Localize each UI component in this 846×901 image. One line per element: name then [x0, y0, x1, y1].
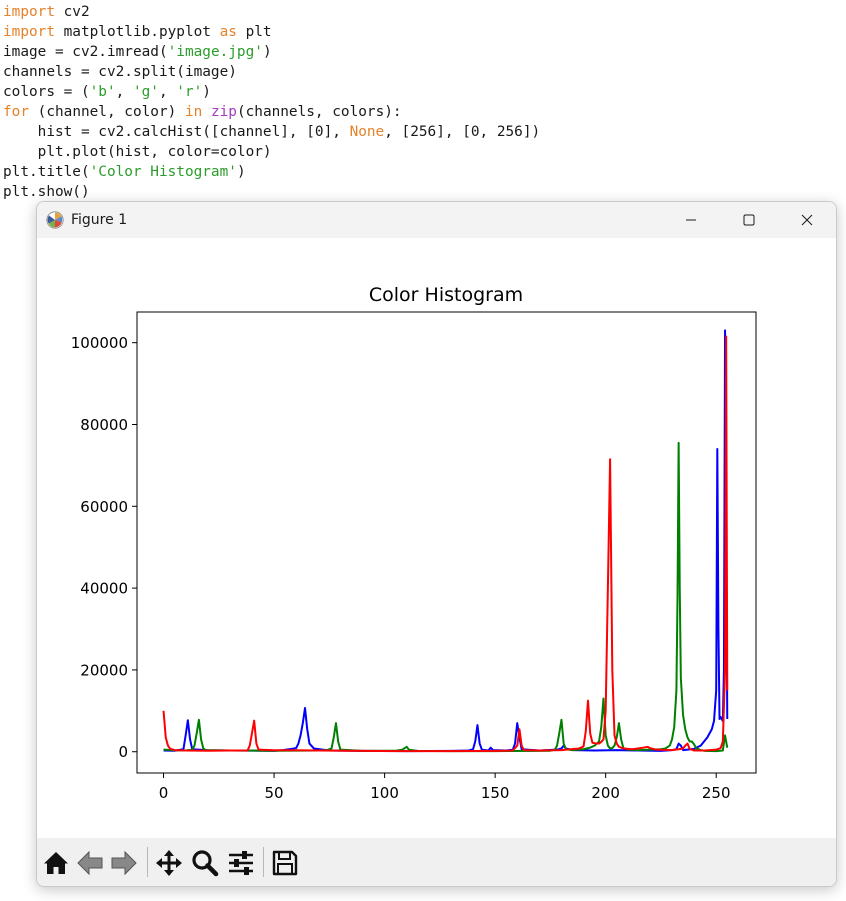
save-icon — [272, 850, 298, 876]
y-tick-label: 20000 — [80, 661, 128, 679]
code-token: import — [3, 24, 55, 40]
code-token: 'image.jpg' — [167, 44, 263, 60]
code-token: plt.title( — [3, 164, 90, 180]
configure-subplots-button[interactable] — [226, 848, 256, 878]
x-tick-label: 100 — [370, 784, 399, 802]
x-tick-label: 50 — [265, 784, 284, 802]
code-token: plt.plot(hist, color=color) — [3, 144, 272, 160]
code-token: ) — [262, 44, 272, 60]
code-token: colors = ( — [3, 84, 90, 100]
save-button[interactable] — [270, 848, 300, 878]
navigation-toolbar — [37, 838, 836, 886]
code-token: , [256], [0, 256]) — [384, 124, 541, 140]
code-editor: import cv2 import matplotlib.pyplot as pl… — [3, 2, 540, 202]
code-token — [202, 104, 211, 120]
code-token: image = cv2.imread( — [3, 44, 168, 60]
toolbar-separator — [147, 847, 148, 877]
code-token: 'b' — [89, 84, 116, 100]
title-bar[interactable]: Figure 1 — [37, 202, 836, 238]
pan-button[interactable] — [154, 848, 184, 878]
y-tick-label: 80000 — [80, 416, 128, 434]
code-token: (channels, colors): — [236, 104, 402, 120]
code-token: ) — [202, 84, 211, 100]
back-icon — [77, 850, 103, 876]
configure-subplots-icon — [229, 851, 253, 875]
maximize-button[interactable] — [720, 202, 778, 238]
code-token: , — [158, 84, 177, 100]
forward-button[interactable] — [109, 848, 139, 878]
code-token: plt — [236, 24, 272, 40]
forward-icon — [111, 850, 137, 876]
code-token: plt.show() — [3, 184, 90, 200]
pan-icon — [156, 850, 182, 876]
code-line: import cv2 — [3, 2, 540, 22]
toolbar-separator — [263, 847, 264, 877]
close-icon — [801, 214, 813, 226]
code-token: in — [184, 104, 203, 120]
code-line: plt.plot(hist, color=color) — [3, 142, 540, 162]
code-token: import — [3, 4, 55, 20]
code-line: for (channel, color) in zip(channels, co… — [3, 102, 540, 122]
code-line: hist = cv2.calcHist([channel], [0], None… — [3, 122, 541, 142]
minimize-button[interactable] — [662, 202, 720, 238]
code-line: plt.show() — [3, 182, 540, 202]
code-token: as — [219, 24, 237, 40]
code-line: image = cv2.imread('image.jpg') — [3, 42, 540, 62]
x-tick-label: 200 — [591, 784, 620, 802]
minimize-icon — [686, 219, 696, 221]
code-token: hist = cv2.calcHist([channel], [0], — [3, 124, 350, 140]
figure-window: Figure 1 Color Histogram 0 50 100 150 200 250… — [36, 201, 837, 887]
code-token: cv2 — [54, 4, 90, 20]
code-line: plt.title('Color Histogram') — [3, 162, 540, 182]
maximize-icon — [743, 214, 755, 226]
code-token: matplotlib.pyplot — [54, 24, 220, 40]
y-tick-label: 100000 — [71, 334, 128, 352]
back-button[interactable] — [75, 848, 105, 878]
code-token: for — [3, 104, 29, 120]
close-button[interactable] — [778, 202, 836, 238]
x-tick-label: 250 — [702, 784, 731, 802]
y-tick-label: 0 — [118, 743, 128, 761]
code-token: 'Color Histogram' — [89, 164, 237, 180]
code-token: None — [349, 124, 385, 140]
code-line: colors = ('b', 'g', 'r') — [3, 82, 540, 102]
histogram-series-line — [163, 441, 729, 753]
code-token: , — [115, 84, 133, 100]
code-token: 'r' — [176, 84, 203, 100]
histogram-series-line — [162, 335, 729, 753]
zoom-icon — [192, 850, 219, 877]
code-token: 'g' — [132, 84, 159, 100]
zoom-button[interactable] — [190, 848, 220, 878]
window-title: Figure 1 — [71, 212, 128, 228]
home-button[interactable] — [41, 848, 71, 878]
histogram-chart[interactable]: Color Histogram 0 50 100 150 200 250 0 20000 400… — [37, 238, 836, 838]
chart-title: Color Histogram — [369, 284, 523, 306]
matplotlib-icon — [46, 211, 64, 229]
home-icon — [44, 852, 68, 874]
histogram-series-line — [163, 329, 729, 753]
axes-frame — [136, 311, 757, 774]
code-token: channels = cv2.split(image) — [3, 64, 237, 80]
y-tick-label: 40000 — [80, 580, 128, 598]
code-token: zip — [210, 104, 237, 120]
code-line: channels = cv2.split(image) — [3, 62, 540, 82]
x-tick-label: 150 — [481, 784, 510, 802]
code-token: ) — [236, 164, 246, 180]
code-token: (channel, color) — [29, 104, 185, 120]
code-line: import matplotlib.pyplot as plt — [3, 22, 540, 42]
y-tick-label: 60000 — [80, 498, 128, 516]
x-tick-label: 0 — [159, 784, 169, 802]
